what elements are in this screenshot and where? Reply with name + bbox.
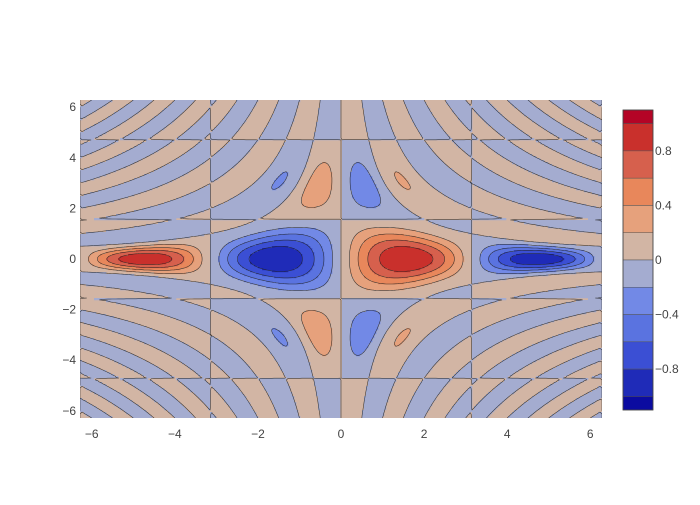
contour-line [106, 239, 445, 279]
colorbar-band [622, 314, 654, 343]
x-tick-label: −6 [85, 427, 99, 441]
contour-line [97, 233, 455, 285]
colorbar-tick-label: 0 [655, 253, 662, 267]
x-tick-label: 4 [504, 427, 511, 441]
y-tick-label: −4 [62, 353, 76, 367]
colorbar-band [622, 205, 654, 233]
colorbar-tick-label: −0.4 [655, 308, 679, 322]
contour-fill [106, 240, 445, 279]
contour-line [227, 233, 585, 285]
contour-fill [98, 234, 455, 285]
contour-line [218, 162, 594, 356]
contour-line [248, 246, 564, 272]
y-tick-label: 6 [69, 100, 76, 114]
contour-fill [118, 246, 433, 273]
contour-fill [228, 234, 585, 285]
colorbar-band [622, 123, 654, 152]
colorbar-band [622, 396, 654, 411]
colorbar-tick-label: 0.8 [655, 144, 672, 158]
colorbar-band [622, 341, 654, 370]
colorbar-band [622, 287, 654, 315]
colorbar-band [622, 150, 654, 179]
colorbar-band [622, 109, 654, 124]
colorbar-band [622, 232, 654, 261]
colorbar-band [622, 259, 654, 288]
x-tick-label: −4 [168, 427, 182, 441]
contour-line [237, 239, 576, 279]
contour-plot-area [80, 100, 602, 418]
x-tick-label: 6 [587, 427, 594, 441]
x-tick-label: 2 [421, 427, 428, 441]
colorbar-tick-label: 0.4 [655, 198, 672, 212]
y-tick-label: 2 [69, 201, 76, 215]
contour-line [118, 246, 434, 272]
y-axis: −6 −4 −2 0 2 4 6 [62, 100, 76, 418]
x-axis: −6 −4 −2 0 2 4 6 [85, 427, 594, 441]
colorbar-band [622, 177, 654, 206]
y-tick-label: 0 [69, 252, 76, 266]
colorbar: 0.8 0.4 0 −0.4 −0.8 [622, 109, 679, 411]
colorbar-outline [622, 109, 654, 411]
contour-line [80, 100, 602, 418]
x-tick-label: −2 [251, 427, 265, 441]
colorbar-band [622, 368, 654, 397]
y-tick-label: −2 [62, 303, 76, 317]
contour-line [88, 162, 464, 356]
x-tick-label: 0 [338, 427, 345, 441]
y-tick-label: −6 [62, 404, 76, 418]
contour-fill [250, 246, 565, 273]
contour-fill [238, 240, 577, 279]
colorbar-tick-label: −0.8 [655, 362, 679, 376]
y-tick-label: 4 [69, 151, 76, 165]
